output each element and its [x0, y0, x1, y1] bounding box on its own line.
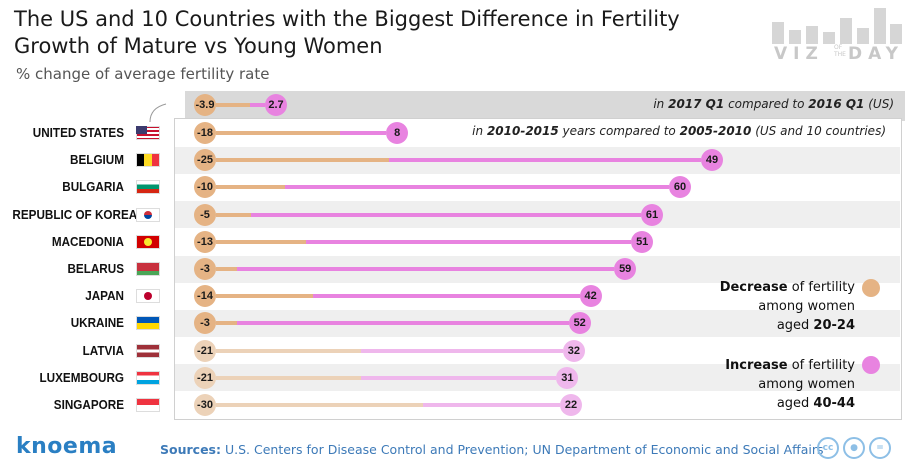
legend-increase-dot: [862, 356, 880, 374]
country-label: BULGARIA: [62, 179, 124, 195]
mature-bar: [236, 267, 615, 271]
mature-point: 59: [614, 258, 637, 280]
legend-decrease: Decrease of fertility among women aged 2…: [719, 280, 855, 333]
logo-small-text: OF THE: [834, 44, 846, 58]
quarter-mature-point: 2.7: [265, 94, 287, 116]
mature-point: 42: [579, 285, 602, 308]
source-note: Sources: U.S. Centers for Disease Contro…: [160, 442, 824, 457]
mk-flag-icon: [136, 234, 160, 249]
mature-bar: [236, 321, 569, 326]
young-point: -21: [194, 366, 216, 389]
chart-title: The US and 10 Countries with the Biggest…: [14, 7, 680, 58]
country-label: LUXEMBOURG: [39, 369, 124, 385]
young-bar: [216, 267, 237, 271]
us-flag-icon: [136, 126, 160, 140]
mature-point: 22: [560, 394, 582, 416]
mature-bar: [305, 239, 632, 244]
young-bar: [216, 321, 237, 326]
mature-point: 51: [631, 230, 654, 253]
cc-icon: cc: [817, 437, 839, 459]
young-point: -14: [194, 285, 216, 308]
mature-point: 8: [386, 122, 409, 144]
young-point: -25: [194, 149, 216, 172]
mature-bar: [388, 158, 701, 163]
by-icon: ●: [843, 437, 865, 459]
mature-bar: [340, 131, 387, 135]
quarter-comparison-box: [185, 91, 905, 121]
mature-bar: [423, 403, 560, 407]
legend-decrease-dot: [862, 279, 880, 297]
young-point: -18: [194, 122, 216, 144]
legend-increase: Increase of fertility among women aged 4…: [725, 358, 855, 411]
viz-of-the-day-logo: VIZ OF THE DAY: [772, 4, 902, 66]
nd-icon: =: [869, 437, 891, 459]
lu-flag-icon: [136, 370, 160, 385]
note-quarter: in 2017 Q1 compared to 2016 Q1 (US): [653, 97, 894, 111]
country-label: LATVIA: [82, 342, 124, 358]
young-bar: [216, 131, 341, 135]
young-point: -10: [194, 176, 216, 199]
country-label: BELGIUM: [70, 152, 124, 168]
quarter-young-point: -3.9: [194, 94, 216, 116]
country-label: SINGAPORE: [53, 397, 125, 412]
young-point: -3: [194, 312, 216, 335]
knoema-logo[interactable]: knoema: [16, 434, 118, 459]
mature-bar: [250, 212, 641, 217]
mature-bar: [360, 375, 557, 380]
country-label: UNITED STATES: [32, 125, 124, 140]
quarter-mature-bar: [250, 103, 265, 107]
logo-word-day: DAY: [848, 44, 904, 64]
young-bar: [216, 294, 313, 299]
young-point: -30: [194, 394, 216, 416]
be-flag-icon: [136, 153, 160, 168]
mature-point: 32: [562, 339, 585, 362]
young-point: -5: [194, 203, 216, 226]
country-label: BELARUS: [67, 261, 124, 276]
young-point: -3: [194, 258, 216, 280]
mature-bar: [312, 294, 580, 299]
ua-flag-icon: [136, 316, 160, 331]
young-bar: [216, 375, 361, 380]
young-bar: [216, 403, 423, 407]
chart-subtitle: % change of average fertility rate: [16, 65, 270, 83]
logo-word-viz: VIZ: [774, 44, 824, 64]
mature-point: 31: [556, 366, 579, 389]
mature-point: 49: [701, 149, 723, 172]
by-flag-icon: [136, 262, 160, 276]
kr-flag-icon: [136, 207, 160, 222]
mature-point: 61: [641, 203, 663, 226]
bg-flag-icon: [136, 180, 160, 195]
logo-bars-icon: [772, 4, 902, 44]
young-bar: [216, 158, 389, 163]
young-point: -21: [194, 339, 216, 362]
young-bar: [216, 212, 251, 217]
young-point: -13: [194, 230, 216, 253]
mature-point: 60: [669, 176, 691, 199]
young-bar: [216, 239, 306, 244]
country-label: MACEDONIA: [51, 233, 124, 249]
country-label: UKRAINE: [70, 315, 124, 331]
country-label: JAPAN: [85, 288, 124, 304]
jp-flag-icon: [136, 289, 160, 304]
note-period: in 2010-2015 years compared to 2005-2010…: [472, 124, 886, 138]
country-label: REPUBLIC OF KOREA: [12, 206, 138, 222]
quarter-young-bar: [216, 103, 250, 107]
mature-bar: [285, 185, 669, 190]
lv-flag-icon: [136, 343, 160, 358]
young-bar: [216, 348, 361, 353]
sg-flag-icon: [136, 398, 160, 412]
mature-bar: [360, 348, 563, 353]
mature-point: 52: [568, 312, 591, 335]
young-bar: [216, 185, 285, 190]
